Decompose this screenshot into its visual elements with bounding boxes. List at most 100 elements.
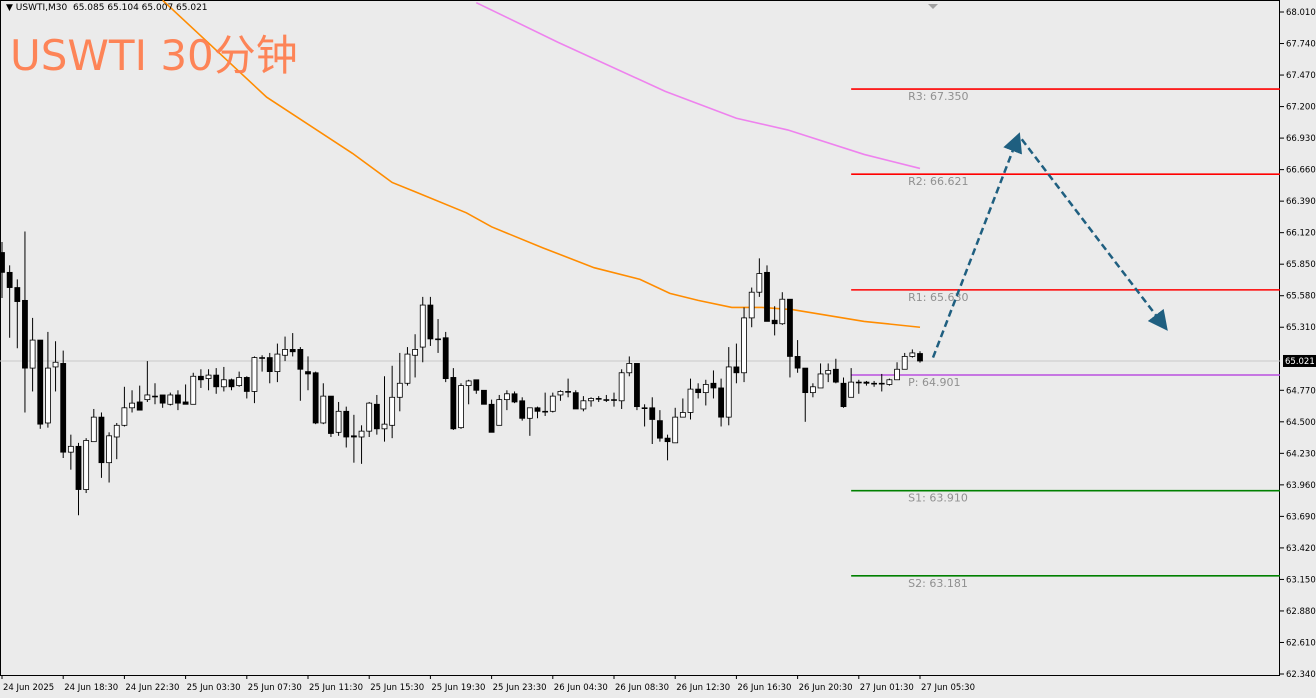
- y-tick-label: 62.880: [1286, 607, 1316, 617]
- bearish-candle: [695, 388, 702, 394]
- bullish-candle: [419, 304, 426, 348]
- bullish-candle: [121, 407, 128, 426]
- bearish-candle: [832, 368, 839, 383]
- projection-arrow: [1020, 138, 1168, 331]
- plot-frame: [0, 0, 1280, 676]
- symbol-label: USWTI,M30: [15, 3, 68, 13]
- bullish-candle: [335, 410, 342, 433]
- bullish-candle: [90, 416, 97, 443]
- bearish-candle: [649, 407, 656, 420]
- x-tick-label: 26 Jun 04:30: [554, 683, 608, 693]
- y-tick-label: 62.610: [1286, 638, 1316, 648]
- bullish-candle: [618, 372, 625, 402]
- bullish-candle: [748, 291, 755, 319]
- y-tick-label: 65.310: [1286, 323, 1316, 333]
- x-tick-label: 26 Jun 16:30: [737, 683, 791, 693]
- pivot-label: R3: 67.350: [908, 90, 968, 103]
- bearish-candle: [511, 393, 518, 403]
- projection-arrow: [931, 132, 1022, 359]
- bullish-candle: [389, 396, 396, 426]
- pivot-label: P: 64.901: [908, 376, 960, 389]
- x-tick-label: 26 Jun 20:30: [799, 683, 853, 693]
- bearish-candle: [427, 304, 434, 340]
- x-tick-label: 24 Jun 2025: [3, 683, 54, 693]
- current-price-badge: [1283, 354, 1316, 367]
- bearish-candle: [228, 379, 235, 388]
- y-tick-label: 63.690: [1286, 512, 1316, 522]
- bullish-candle: [549, 395, 556, 412]
- bearish-candle: [764, 271, 770, 322]
- x-tick-label: 25 Jun 03:30: [187, 683, 241, 693]
- dropdown-triangle-icon[interactable]: ▼: [6, 3, 13, 13]
- bullish-candle: [152, 395, 158, 398]
- bearish-candle: [917, 353, 923, 362]
- y-tick-label: 65.850: [1286, 260, 1316, 270]
- y-tick-label: 66.660: [1286, 166, 1316, 176]
- bullish-candle: [641, 407, 648, 409]
- bearish-candle: [22, 299, 28, 369]
- bullish-candle: [817, 373, 824, 389]
- moving-average-line: [162, 0, 921, 329]
- bearish-candle: [840, 382, 847, 408]
- x-tick-label: 27 Jun 01:30: [860, 683, 914, 693]
- bullish-candle: [580, 400, 587, 410]
- bullish-candle: [67, 445, 74, 453]
- bullish-candle: [113, 424, 120, 438]
- y-tick-label: 67.740: [1286, 40, 1316, 50]
- bullish-candle: [404, 353, 411, 384]
- bullish-candle: [588, 398, 594, 402]
- bullish-candle: [779, 298, 786, 325]
- bullish-candle: [871, 382, 877, 385]
- bearish-candle: [37, 339, 44, 425]
- bullish-candle: [236, 377, 243, 387]
- bearish-candle: [519, 400, 526, 419]
- y-tick-label: 65.580: [1286, 292, 1316, 302]
- bullish-candle: [205, 374, 212, 380]
- x-tick-label: 25 Jun 11:30: [309, 683, 363, 693]
- bearish-candle: [312, 372, 319, 424]
- y-tick-label: 63.420: [1286, 544, 1316, 554]
- bullish-candle: [825, 370, 832, 375]
- ohlc-label: 65.085 65.104 65.007 65.021: [72, 3, 208, 13]
- pivot-label: S1: 63.910: [908, 492, 968, 505]
- bullish-candle: [144, 394, 151, 401]
- y-tick-label: 68.010: [1286, 8, 1316, 18]
- bullish-candle: [810, 386, 816, 394]
- bullish-candle: [526, 407, 533, 419]
- bullish-candle: [274, 353, 281, 373]
- bullish-candle: [672, 416, 679, 444]
- pivot-label: R1: 65.630: [908, 291, 968, 304]
- bearish-candle: [572, 392, 579, 410]
- bullish-candle: [465, 380, 472, 387]
- bullish-candle: [52, 361, 59, 368]
- x-tick-label: 25 Jun 19:30: [431, 683, 485, 693]
- bullish-candle: [687, 388, 694, 413]
- bullish-candle: [220, 379, 227, 388]
- bullish-candle: [396, 382, 403, 398]
- bearish-candle: [634, 363, 640, 408]
- bearish-candle: [488, 403, 495, 433]
- y-tick-label: 67.200: [1286, 103, 1316, 113]
- bullish-candle: [741, 317, 747, 374]
- shift-marker-icon: [928, 4, 938, 9]
- bullish-candle: [190, 375, 197, 405]
- bullish-candle: [366, 402, 373, 432]
- bullish-candle: [83, 440, 90, 490]
- moving-average-line: [475, 1, 921, 170]
- bullish-candle: [435, 338, 441, 341]
- bullish-candle: [557, 391, 564, 396]
- bearish-candle: [771, 319, 778, 325]
- bullish-candle: [167, 394, 174, 405]
- bearish-candle: [657, 420, 663, 439]
- bullish-candle: [458, 385, 464, 429]
- bullish-candle: [565, 391, 571, 393]
- y-tick-label: 64.230: [1286, 449, 1316, 459]
- bearish-candle: [373, 403, 380, 430]
- x-tick-label: 25 Jun 07:30: [248, 683, 302, 693]
- bearish-candle: [266, 357, 273, 373]
- y-tick-label: 63.960: [1286, 481, 1316, 491]
- bullish-candle: [595, 398, 602, 400]
- bullish-candle: [603, 399, 610, 401]
- bearish-candle: [343, 410, 350, 438]
